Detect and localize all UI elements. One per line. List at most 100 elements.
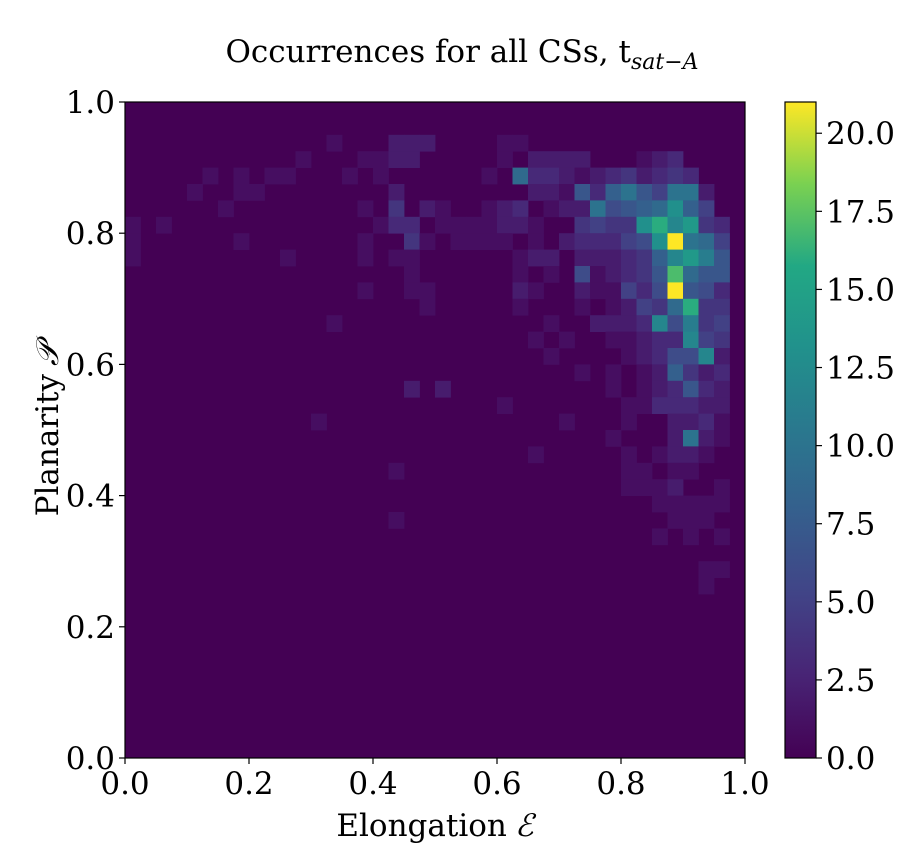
heatmap-cell	[698, 364, 715, 382]
y-axis-ticks: 0.0 0.2 0.4 0.6 0.8 1.0	[66, 85, 125, 777]
heatmap-cell	[652, 495, 668, 513]
colorbar-tick-label: 7.5	[826, 507, 875, 543]
heatmap-cell	[543, 200, 560, 218]
heatmap-cell	[419, 233, 436, 250]
heatmap-cell	[574, 200, 591, 218]
colorbar-tick-label: 0.0	[826, 741, 875, 777]
colorbar-tick-label: 2.5	[826, 663, 875, 699]
heatmap-cell	[481, 216, 498, 234]
heatmap-cell	[652, 151, 668, 168]
heatmap-cell	[652, 331, 668, 349]
heatmap-cell	[714, 380, 730, 398]
heatmap-cell	[497, 233, 513, 250]
heatmap-cell	[667, 446, 684, 464]
heatmap-cell	[419, 200, 436, 218]
heatmap-cell	[652, 364, 668, 382]
heatmap-cell	[605, 298, 622, 316]
heatmap-cell	[667, 298, 684, 316]
heatmap-cell	[574, 184, 591, 201]
heatmap-cell	[667, 512, 684, 529]
heatmap-cell	[636, 151, 653, 168]
heatmap-cell	[698, 216, 715, 234]
heatmap-cell	[574, 282, 591, 300]
heatmap-cell	[667, 167, 684, 185]
heatmap-cell	[605, 233, 622, 250]
heatmap-cell	[636, 331, 653, 349]
heatmap-cell	[435, 216, 451, 234]
heatmap-cell	[636, 462, 653, 480]
heatmap-cell	[683, 315, 699, 332]
heatmap-cell	[497, 134, 513, 152]
heatmap-cell	[605, 331, 622, 349]
heatmap-cell	[667, 200, 684, 218]
heatmap-cell	[698, 266, 715, 283]
heatmap-cell	[698, 577, 715, 595]
heatmap-cell	[574, 364, 591, 382]
heatmap-cell	[388, 216, 405, 234]
heatmap-cell	[559, 184, 575, 201]
heatmap-cell	[295, 151, 312, 168]
heatmap-cell	[311, 413, 327, 431]
heatmap-cell	[125, 233, 141, 250]
heatmap-cell	[404, 151, 420, 168]
heatmap-cell	[636, 315, 653, 332]
heatmap-cell	[714, 282, 730, 300]
heatmap-cell	[683, 462, 699, 480]
heatmap-cell	[621, 397, 637, 414]
heatmap-cell	[698, 397, 715, 414]
heatmap-cell	[698, 430, 715, 447]
heatmap-cell	[404, 380, 420, 398]
heatmap-cell	[590, 184, 606, 201]
heatmap-cell	[481, 200, 498, 218]
plot-frame	[124, 101, 746, 759]
colorbar-tick-label: 20.0	[826, 116, 895, 152]
heatmap-cell	[404, 266, 420, 283]
heatmap-cell	[233, 184, 250, 201]
heatmap-cell	[404, 249, 420, 267]
heatmap-cell	[652, 233, 668, 250]
heatmap-cell	[698, 298, 715, 316]
heatmap-cell	[667, 216, 684, 234]
x-tick-label: 0.0	[100, 766, 149, 802]
heatmap-cell	[698, 495, 715, 513]
heatmap-cell	[652, 200, 668, 218]
heatmap-cell	[621, 413, 637, 431]
heatmap-cell	[326, 315, 343, 332]
heatmap-cell	[342, 167, 358, 185]
heatmap-cell	[388, 249, 405, 267]
heatmap-cell	[667, 151, 684, 168]
heatmap-cell	[621, 348, 637, 365]
heatmap-cell	[636, 184, 653, 201]
heatmap-cell	[450, 233, 467, 250]
heatmap-cell	[621, 249, 637, 267]
y-tick-label: 0.6	[66, 347, 115, 383]
heatmap-cell	[621, 184, 637, 201]
heatmap-cell	[683, 446, 699, 464]
heatmap-cell	[667, 266, 684, 283]
heatmap-cell	[683, 528, 699, 546]
heatmap-cell	[652, 315, 668, 332]
heatmap-cell	[512, 134, 529, 152]
heatmap-cell	[667, 315, 684, 332]
colorbar-tick-label: 15.0	[826, 272, 895, 308]
heatmap-cell	[404, 233, 420, 250]
x-tick-label: 0.4	[348, 766, 397, 802]
heatmap-cell	[667, 348, 684, 365]
heatmap-cell	[636, 216, 653, 234]
heatmap-cell	[683, 495, 699, 513]
heatmap-cell	[652, 167, 668, 185]
heatmap-cell	[621, 233, 637, 250]
heatmap-cell	[574, 233, 591, 250]
heatmap-cell	[590, 249, 606, 267]
heatmap-cell	[667, 233, 684, 250]
heatmap-cell	[404, 216, 420, 234]
heatmap-cell	[683, 233, 699, 250]
heatmap-cell	[512, 167, 529, 185]
heatmap-cell	[605, 364, 622, 382]
heatmap-cell	[125, 249, 141, 267]
y-tick-label: 0.4	[66, 479, 115, 515]
heatmap-cell	[357, 233, 374, 250]
heatmap-cell	[683, 512, 699, 529]
heatmap-cell	[698, 282, 715, 300]
